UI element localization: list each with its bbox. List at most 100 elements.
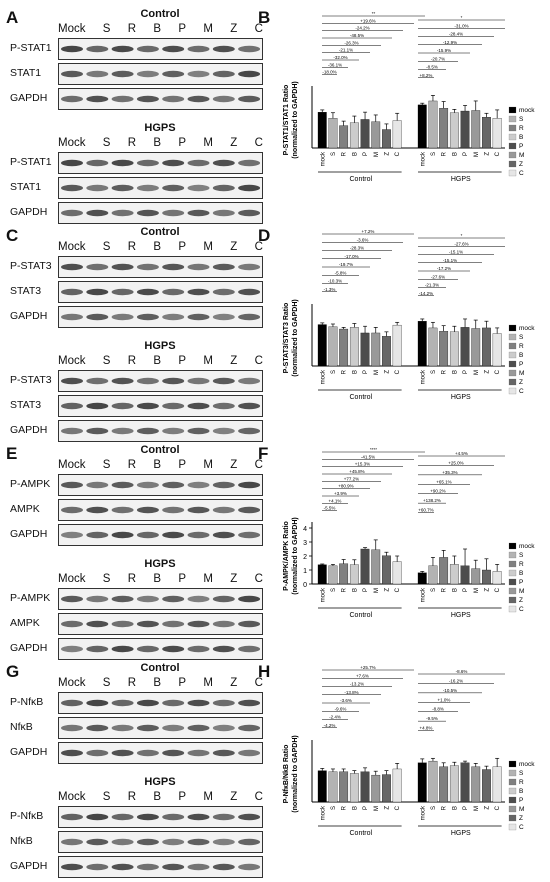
- protein-band: [212, 724, 235, 732]
- protein-band: [187, 531, 210, 539]
- lane-label: P: [178, 241, 187, 253]
- comparison-annotation: -28.3%: [350, 246, 364, 251]
- x-tick-label: S: [331, 370, 337, 374]
- y-tick-label: 4: [303, 526, 307, 533]
- group-label: Control: [350, 830, 373, 837]
- x-tick-label: P: [363, 370, 369, 374]
- protein-band: [136, 288, 159, 296]
- protein-band: [187, 813, 210, 821]
- protein-band: [238, 749, 261, 757]
- protein-band: [136, 863, 159, 871]
- bar: [371, 549, 381, 585]
- comparison-annotation: -18.0%: [322, 70, 336, 75]
- lane-label: R: [127, 137, 137, 149]
- protein-band: [111, 531, 134, 539]
- x-tick-label: S: [431, 370, 437, 374]
- comparison-annotation: -27.6%: [431, 274, 445, 279]
- bar: [392, 120, 402, 149]
- comparison-annotation: +1.0%: [438, 697, 451, 702]
- protein-band: [212, 159, 235, 167]
- protein-band: [61, 595, 83, 603]
- x-tick-label: S: [431, 588, 437, 592]
- x-tick-label: mock: [320, 369, 326, 384]
- protein-band: [187, 263, 210, 271]
- chart-panel-letter: D: [258, 226, 271, 245]
- x-tick-label: M: [374, 806, 380, 811]
- blot-row-label: NfκB: [10, 835, 33, 847]
- lane-label: B: [153, 791, 162, 803]
- protein-band: [86, 749, 109, 757]
- protein-band: [61, 749, 83, 757]
- blot-group-title: HGPS: [144, 776, 176, 788]
- protein-band: [111, 427, 134, 435]
- lane-label: Z: [230, 459, 238, 471]
- lane-label: B: [153, 677, 162, 689]
- legend-swatch: [508, 360, 517, 368]
- comparison-annotation: +35.3%: [442, 470, 457, 475]
- legend-label: B: [519, 134, 523, 141]
- protein-band: [238, 531, 261, 539]
- x-tick-label: S: [431, 152, 437, 156]
- protein-band: [111, 288, 134, 296]
- western-blot-band-strip: [58, 613, 263, 635]
- group-label: Control: [350, 394, 373, 401]
- bar: [439, 108, 449, 149]
- legend-label: mock: [519, 543, 535, 550]
- bar: [328, 118, 338, 149]
- bar-chart: P-STAT1/STAT1 Ratio (normalized to GAPDH)…: [283, 11, 535, 183]
- comparison-annotation: +7.2%: [362, 229, 375, 234]
- lane-label: M: [203, 355, 213, 367]
- legend-swatch: [508, 169, 517, 177]
- comparison-annotation: +45.8%: [349, 469, 364, 474]
- bar: [339, 563, 349, 585]
- western-blot-band-strip: [58, 38, 263, 60]
- protein-band: [61, 838, 83, 846]
- protein-band: [61, 620, 83, 628]
- protein-band: [238, 595, 261, 603]
- lane-label: R: [127, 355, 137, 367]
- legend-swatch: [508, 142, 517, 150]
- comparison-annotation: -8.5%: [426, 65, 438, 70]
- legend-swatch: [508, 587, 517, 595]
- group-label: HGPS: [451, 394, 471, 401]
- protein-band: [162, 377, 185, 385]
- protein-band: [86, 645, 109, 653]
- legend-label: M: [519, 370, 524, 377]
- protein-band: [136, 481, 159, 489]
- comparison-annotation: -12.9%: [443, 40, 457, 45]
- protein-band: [238, 724, 261, 732]
- x-tick-label: Z: [384, 152, 390, 156]
- lane-label: B: [153, 137, 162, 149]
- protein-band: [212, 313, 235, 321]
- legend-swatch: [508, 124, 517, 132]
- lane-label: M: [203, 459, 213, 471]
- bar: [371, 774, 381, 803]
- x-tick-label: C: [395, 805, 401, 810]
- comparison-annotation: +8.2%: [420, 73, 433, 78]
- legend-label: Z: [519, 815, 523, 822]
- protein-band: [238, 481, 261, 489]
- protein-band: [162, 620, 185, 628]
- legend-label: R: [519, 343, 524, 350]
- protein-band: [212, 70, 235, 78]
- bar: [482, 327, 491, 367]
- protein-band: [238, 209, 261, 217]
- group-label: HGPS: [451, 612, 471, 619]
- protein-band: [162, 506, 185, 514]
- protein-band: [212, 402, 235, 410]
- comparison-annotation: -21.3%: [425, 283, 439, 288]
- bar: [349, 773, 359, 803]
- lane-label: C: [254, 23, 263, 35]
- protein-band: [187, 645, 210, 653]
- legend-swatch: [508, 823, 517, 831]
- western-blot-band-strip: [58, 638, 263, 660]
- comparison-annotation: -36.1%: [328, 62, 342, 67]
- protein-band: [111, 863, 134, 871]
- comparison-annotation: -9.5%: [426, 716, 438, 721]
- comparison-annotation: +25.0%: [448, 460, 463, 465]
- lane-label: M: [203, 241, 213, 253]
- protein-band: [86, 159, 109, 167]
- protein-band: [212, 209, 235, 217]
- lane-label: B: [153, 355, 162, 367]
- bar: [460, 110, 470, 149]
